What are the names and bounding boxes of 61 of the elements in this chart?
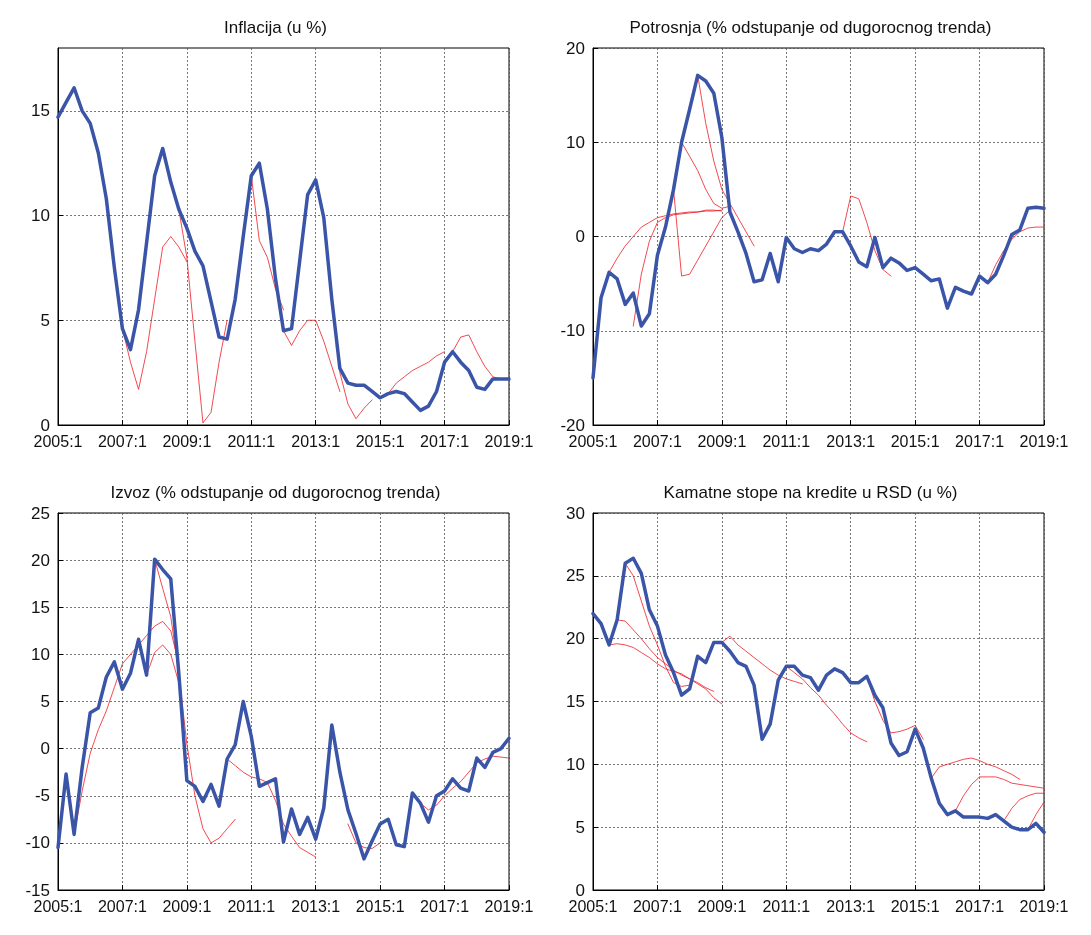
y-tick-label: 0 [40, 415, 50, 435]
x-tick-label: 2015:1 [355, 897, 405, 915]
x-tick-label: 2009:1 [162, 432, 212, 450]
y-tick-label: 10 [31, 644, 50, 664]
x-tick-label: 2007:1 [97, 432, 147, 450]
x-tick-label: 2017:1 [955, 897, 1005, 915]
y-tick-label: 30 [566, 503, 585, 523]
y-tick-label: 0 [575, 880, 585, 900]
y-tick-label: 10 [566, 754, 585, 774]
chart-title: Inflacija (u %) [224, 18, 327, 37]
chart-title: Potrosnja (% odstupanje od dugorocnog trenda) [629, 18, 992, 37]
x-tick-label: 2017:1 [955, 432, 1005, 450]
x-tick-label: 2005:1 [33, 897, 83, 915]
x-tick-label: 2019:1 [1019, 432, 1069, 450]
y-tick-label: 10 [566, 132, 585, 152]
y-tick-label: 0 [575, 227, 585, 246]
x-tick-label: 2005:1 [568, 432, 618, 450]
y-tick-label: -10 [25, 833, 50, 853]
y-tick-label: 5 [40, 310, 50, 330]
x-tick-label: 2007:1 [97, 897, 147, 915]
y-tick-label: 0 [40, 739, 50, 759]
x-tick-label: 2017:1 [420, 432, 470, 450]
x-tick-label: 2005:1 [33, 432, 83, 450]
x-tick-label: 2011:1 [227, 432, 276, 450]
y-tick-label: 20 [31, 550, 50, 570]
x-tick-label: 2015:1 [890, 432, 940, 450]
x-tick-label: 2007:1 [632, 432, 682, 450]
x-tick-label: 2009:1 [697, 432, 747, 450]
y-tick-label: 15 [31, 101, 50, 121]
chart-title: Izvoz (% odstupanje od dugorocnog trenda) [110, 483, 441, 502]
x-tick-label: 2011:1 [227, 897, 276, 915]
y-tick-label: 20 [566, 629, 585, 649]
x-tick-label: 2009:1 [697, 897, 747, 915]
x-tick-label: 2019:1 [484, 432, 534, 450]
x-tick-label: 2005:1 [568, 897, 618, 915]
y-tick-label: 15 [566, 692, 585, 711]
y-tick-label: 25 [566, 566, 585, 586]
x-tick-label: 2017:1 [420, 897, 470, 915]
x-tick-label: 2011:1 [762, 432, 811, 450]
y-tick-label: -10 [560, 321, 585, 341]
x-tick-label: 2015:1 [890, 897, 940, 915]
x-tick-label: 2019:1 [1019, 897, 1069, 915]
x-tick-label: 2019:1 [484, 897, 534, 915]
x-tick-label: 2009:1 [162, 897, 212, 915]
x-tick-label: 2013:1 [826, 432, 876, 450]
x-tick-label: 2015:1 [355, 432, 405, 450]
x-tick-label: 2013:1 [826, 897, 876, 915]
x-tick-label: 2013:1 [291, 897, 341, 915]
x-tick-label: 2007:1 [632, 897, 682, 915]
x-tick-label: 2013:1 [291, 432, 341, 450]
x-tick-label: 2011:1 [762, 897, 811, 915]
y-tick-label: 15 [31, 597, 50, 617]
y-tick-label: -5 [34, 786, 50, 806]
y-tick-label: 25 [31, 503, 50, 523]
y-tick-label: 5 [575, 817, 585, 837]
chart-title: Kamatne stope na kredite u RSD (u %) [663, 483, 958, 502]
y-tick-label: 10 [31, 206, 50, 226]
y-tick-label: 20 [566, 38, 585, 58]
y-tick-label: -20 [560, 415, 585, 435]
y-tick-label: 5 [40, 692, 50, 711]
y-tick-label: -15 [25, 880, 50, 900]
